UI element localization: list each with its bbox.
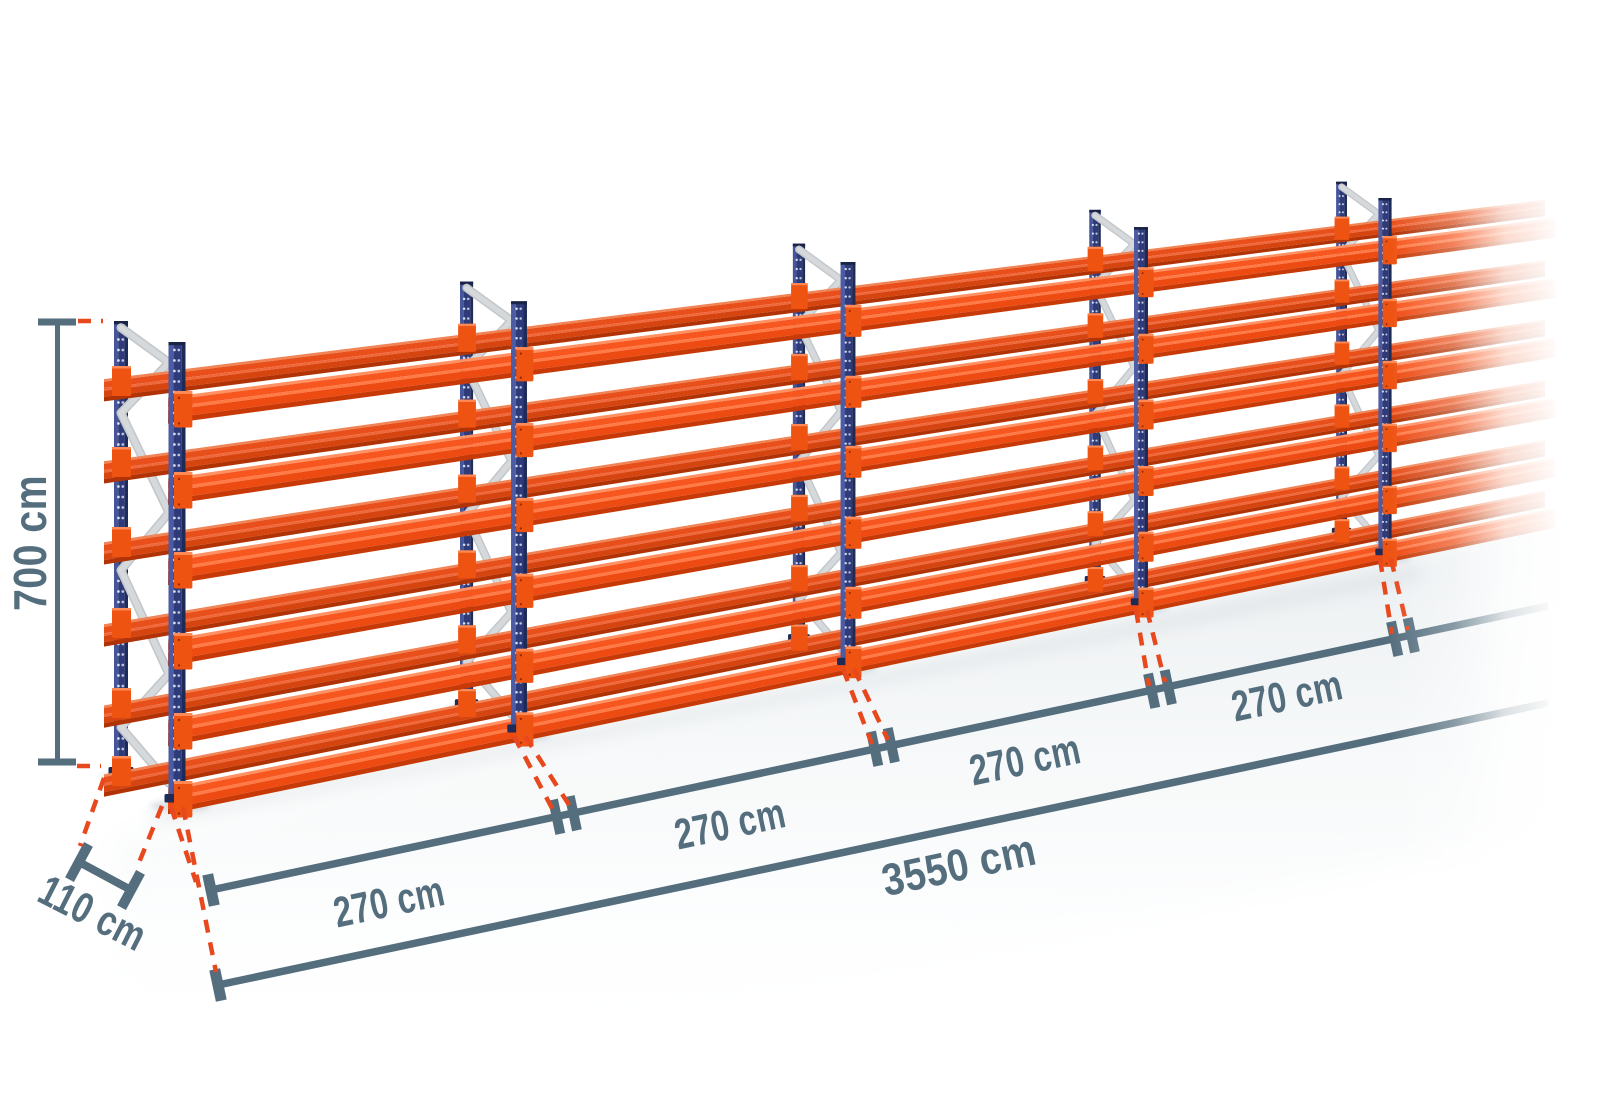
rack-front-uprights (164, 198, 1397, 818)
rack-back-beams (104, 199, 1545, 797)
right-fade-overlay (1385, 0, 1600, 1100)
height-dimension-label: 700 cm (4, 475, 56, 611)
